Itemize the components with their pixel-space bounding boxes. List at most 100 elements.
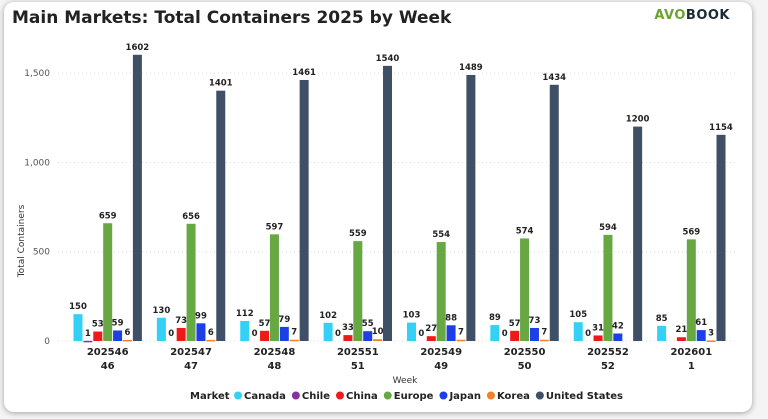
bar-japan [446,325,456,341]
legend-marker [439,391,448,400]
bar-canada [490,325,500,341]
bar-china [676,337,686,341]
bar-china [593,335,603,341]
data-label: 1489 [459,63,483,73]
chart-card: Main Markets: Total Containers 2025 by W… [4,2,752,412]
legend-item: Chile [302,391,330,402]
data-label: 73 [175,316,187,326]
legend-item: Canada [244,391,286,402]
bar-korea [289,339,299,342]
legend-item: China [346,391,378,402]
x-tick-label: 202550 [504,347,546,358]
data-label: 33 [342,323,354,333]
data-label: 659 [99,211,117,221]
bar-united-states [466,74,476,341]
data-label: 21 [675,325,687,335]
bar-japan [613,333,623,341]
bar-europe [603,234,613,341]
data-label: 1 [85,329,91,339]
x-axis-title: Week [393,376,418,386]
data-label: 150 [69,302,87,312]
bar-europe [103,223,113,341]
data-label: 0 [335,329,341,339]
data-label: 102 [319,311,337,321]
x-tick-sublabel: 50 [518,361,532,372]
data-label: 103 [403,311,421,321]
bar-korea [373,339,383,341]
data-label: 57 [509,319,521,329]
bar-korea [206,339,216,342]
bar-canada [156,317,166,341]
bar-china [260,330,270,341]
legend-item: United States [546,391,623,402]
data-label: 27 [425,324,437,334]
bar-europe [186,223,196,341]
bar-china [510,330,520,341]
bar-europe [520,238,530,341]
legend-marker [383,391,392,400]
data-label: 59 [112,318,124,328]
data-label: 554 [432,230,450,240]
bar-united-states [716,134,726,341]
bar-japan [696,330,706,341]
legend-item: Europe [394,391,434,402]
legend-marker [535,391,544,400]
x-tick-sublabel: 48 [267,361,281,372]
chart-title: Main Markets: Total Containers 2025 by W… [12,8,452,28]
data-label: 88 [445,313,457,323]
x-tick-label: 202547 [170,347,212,358]
data-label: 1401 [209,79,233,89]
data-label: 7 [541,328,547,338]
data-label: 57 [259,319,271,329]
bar-canada [323,322,333,341]
bar-europe [686,239,696,341]
bar-canada [240,320,250,341]
data-label: 42 [612,321,624,331]
bar-europe [353,241,363,341]
y-tick-label: 1,500 [24,69,50,79]
legend-item: Korea [497,391,530,402]
data-label: 7 [291,328,297,338]
data-label: 0 [585,329,591,339]
data-label: 0 [502,329,508,339]
data-label: 105 [569,310,587,320]
legend-marker [486,391,495,400]
data-label: 79 [278,315,290,325]
avobook-logo: AVOBOOK [654,8,730,23]
bar-japan [196,323,206,341]
bar-united-states [633,126,643,341]
bar-japan [279,326,289,341]
x-tick-label: 202551 [337,347,379,358]
bar-china [426,336,436,341]
bar-korea [539,339,549,342]
data-label: 1154 [709,123,733,133]
bar-japan [363,331,373,341]
data-label: 0 [168,329,174,339]
data-label: 10 [372,327,384,337]
data-label: 31 [592,323,604,333]
x-tick-sublabel: 46 [101,361,115,372]
x-tick-sublabel: 47 [184,361,198,372]
y-tick-label: 1,000 [24,158,50,168]
data-label: 6 [208,328,214,338]
bar-europe [436,242,446,341]
x-tick-sublabel: 51 [351,361,365,372]
bar-canada [73,314,83,341]
data-label: 656 [182,212,200,222]
bar-united-states [216,90,226,341]
legend-item: Japan [448,391,481,402]
bar-japan [113,330,123,341]
y-axis-title: Total Containers [17,204,27,278]
legend-marker [234,391,242,400]
data-label: 61 [695,318,707,328]
x-tick-sublabel: 52 [601,361,615,372]
bar-china [93,331,103,341]
bar-china [176,327,186,341]
data-label: 1461 [292,68,316,78]
data-label: 130 [152,306,170,316]
data-label: 1602 [126,43,150,53]
x-tick-sublabel: 49 [434,361,448,372]
legend-marker [335,391,344,400]
bar-united-states [299,79,309,341]
